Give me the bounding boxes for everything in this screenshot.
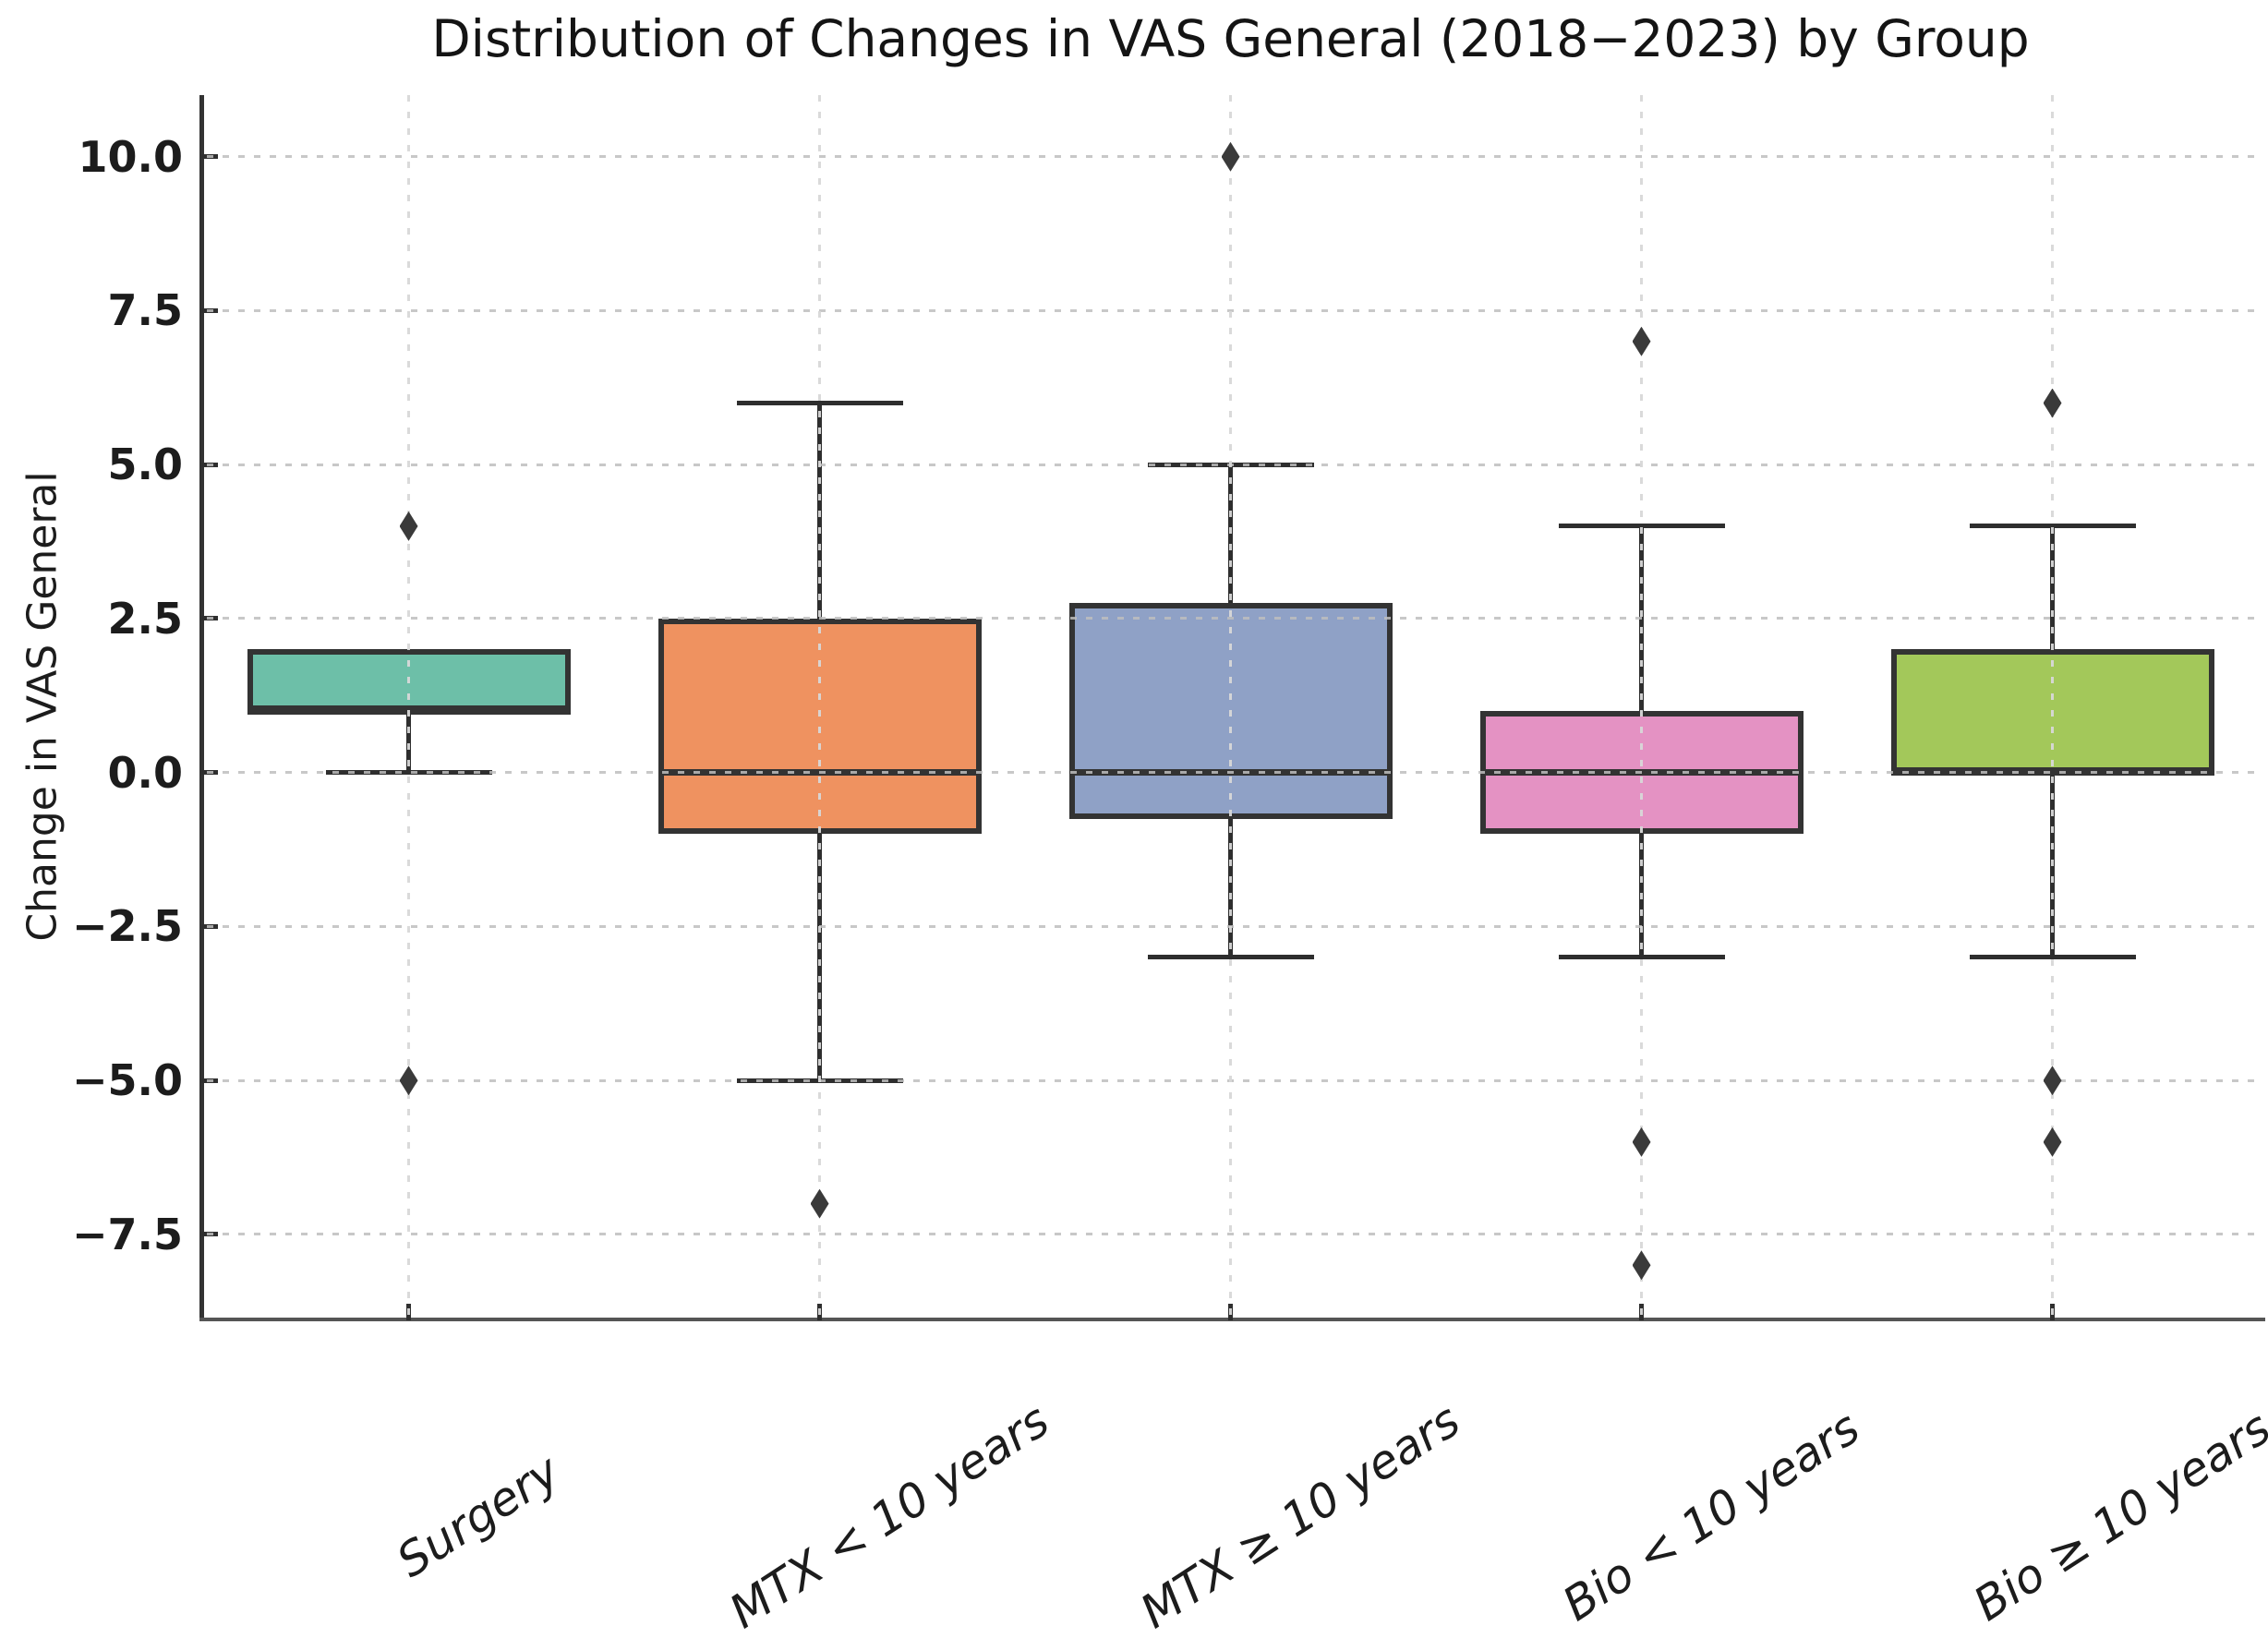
y-tick-label: 0.0: [107, 747, 184, 798]
gridline-horizontal: [207, 1233, 2258, 1236]
y-axis-spine: [199, 95, 204, 1321]
outlier-point: [1632, 1126, 1651, 1157]
x-tick-label-3: MTX ≥ 10 years: [1130, 1393, 1469, 1639]
gridline-vertical: [2051, 95, 2054, 1318]
y-tick-label: 2.5: [107, 593, 184, 644]
gridline-horizontal: [207, 1078, 2258, 1082]
y-axis-label: Change in VAS General: [18, 471, 66, 942]
gridline-horizontal: [207, 771, 2258, 775]
gridline-horizontal: [207, 308, 2258, 312]
x-tick-label-2: MTX < 10 years: [719, 1393, 1058, 1639]
y-tick-label: −5.0: [71, 1055, 183, 1106]
outlier-point: [1632, 1250, 1651, 1281]
x-tick-label-4: Bio < 10 years: [1552, 1401, 1869, 1632]
outlier-point: [399, 511, 418, 541]
outlier-point: [2043, 388, 2062, 418]
gridline-vertical: [1640, 95, 1643, 1318]
outlier-point: [2043, 1126, 2062, 1157]
y-tick-label: −2.5: [71, 901, 183, 952]
y-tick-label: −7.5: [71, 1209, 183, 1259]
gridline-horizontal: [207, 463, 2258, 466]
outlier-point: [2043, 1066, 2062, 1096]
outlier-point: [399, 1066, 418, 1096]
y-tick-label: 10.0: [78, 131, 184, 182]
gridline-vertical: [1229, 95, 1232, 1318]
outlier-point: [1632, 326, 1651, 356]
gridline-vertical: [407, 95, 410, 1318]
x-tick-label-5: Bio ≥ 10 years: [1963, 1401, 2268, 1632]
gridline-horizontal: [207, 924, 2258, 928]
gridline-vertical: [818, 95, 821, 1318]
y-tick-label: 7.5: [107, 285, 184, 336]
y-tick-label: 5.0: [107, 440, 184, 490]
outlier-point: [1221, 141, 1240, 172]
outlier-point: [810, 1188, 829, 1219]
chart-title: Distribution of Changes in VAS General (…: [431, 9, 2030, 68]
x-tick-label-1: Surgery: [387, 1444, 569, 1588]
gridline-horizontal: [207, 617, 2258, 620]
